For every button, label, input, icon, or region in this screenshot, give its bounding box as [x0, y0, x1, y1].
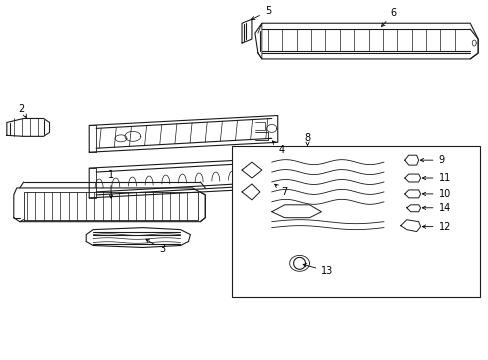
Text: 9: 9 — [420, 155, 444, 165]
Text: 1: 1 — [108, 170, 114, 198]
Text: 10: 10 — [422, 189, 450, 199]
Text: 11: 11 — [422, 173, 450, 183]
Text: 8: 8 — [304, 133, 310, 146]
Text: 7: 7 — [274, 184, 287, 197]
Text: 3: 3 — [146, 239, 165, 255]
Text: 5: 5 — [251, 6, 270, 19]
Text: 12: 12 — [422, 222, 450, 231]
Text: 14: 14 — [422, 203, 450, 213]
Text: 6: 6 — [381, 8, 396, 27]
Text: 4: 4 — [272, 141, 284, 155]
Text: 2: 2 — [19, 104, 26, 118]
Bar — [232, 146, 479, 297]
Text: 13: 13 — [303, 264, 333, 276]
